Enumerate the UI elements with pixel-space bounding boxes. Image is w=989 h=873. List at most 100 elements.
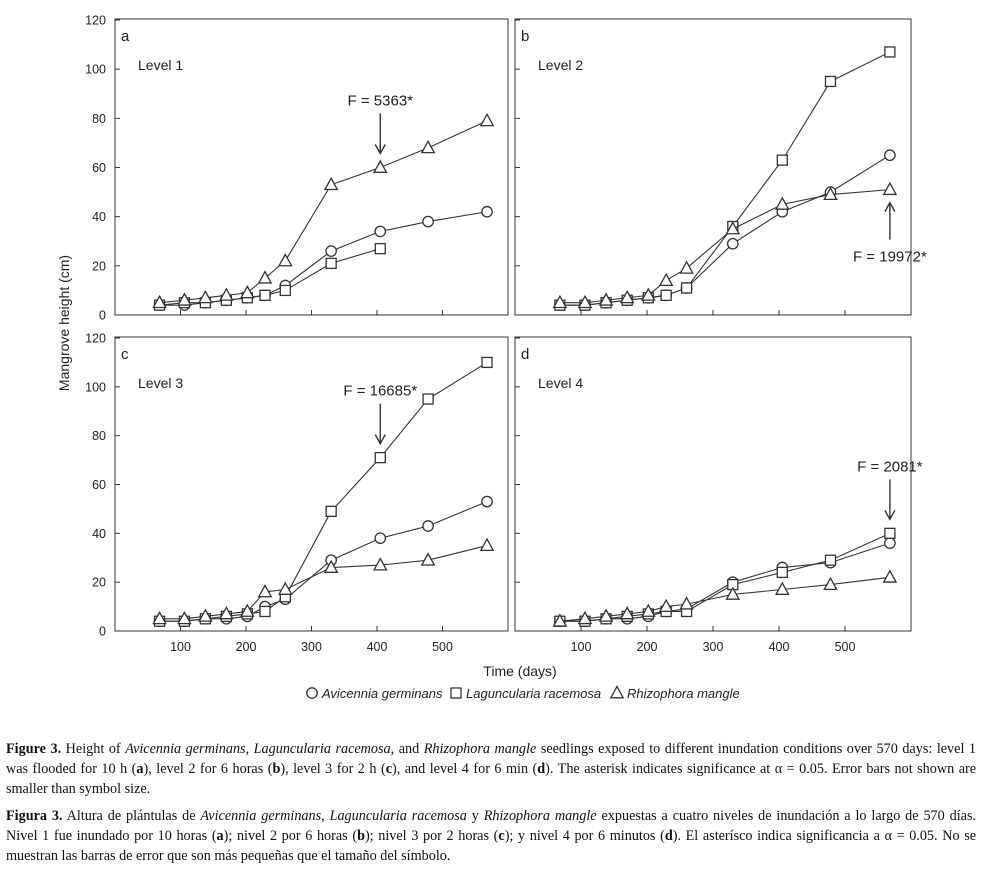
y-tick-label: 0	[99, 309, 106, 323]
y-axis-label: Mangrove height (cm)	[56, 255, 72, 391]
caption-text: seedlings exposed to different inundatio…	[6, 741, 977, 777]
panel-d: 100 200 300 400 500 d Level 4 F = 2081*	[514, 336, 923, 654]
species-name: Avicennia germinans	[125, 741, 246, 757]
data-point	[884, 46, 896, 58]
data-point	[660, 289, 672, 301]
data-point	[323, 559, 339, 573]
x-tick-label: 300	[301, 640, 322, 654]
caption-text: ), level 3 for 2 h (	[280, 761, 386, 777]
data-point	[726, 237, 739, 250]
mangrove-height-figure: Mangrove height (cm) Time (days) 0 20 40 60…	[56, 14, 927, 702]
data-point	[278, 581, 293, 595]
caption-text: ,	[245, 741, 254, 757]
y-tick-label: 100	[85, 63, 106, 77]
caption-text: ); nivel 2 por 6 horas (	[223, 828, 358, 844]
caption-text: ); y nivel 4 por 6 minutos (	[504, 828, 665, 844]
f-statistic-label: F = 2081*	[857, 458, 923, 475]
data-point	[177, 610, 192, 625]
f-statistic-label: F = 19972*	[853, 249, 927, 266]
series-line	[559, 542, 891, 622]
y-tick-label: 120	[85, 14, 106, 28]
data-point	[325, 245, 337, 257]
data-point	[884, 537, 896, 549]
level-label: Level 4	[538, 375, 583, 391]
series-rhizophora	[552, 569, 898, 627]
caption-text: ), level 2 for 6 horas (	[143, 761, 273, 777]
panel-a: 0 20 40 60 80 100 120 a Level 1 F = 5363*	[85, 14, 509, 323]
caption-spanish: Figura 3. Altura de plántulas de Avicenn…	[6, 806, 976, 866]
data-point	[374, 451, 386, 464]
y-tick-label: 20	[92, 259, 106, 273]
species-name: Avicennia germinans	[200, 808, 322, 824]
data-point	[776, 566, 788, 579]
data-point	[577, 610, 593, 625]
x-tick-label: 100	[170, 640, 191, 654]
series-line	[559, 189, 890, 304]
data-point	[481, 495, 493, 508]
data-point	[422, 215, 434, 228]
caption-text: ), and level 4 for 6 min (	[392, 761, 538, 777]
series-line	[159, 545, 488, 620]
y-tick-label: 80	[92, 429, 106, 443]
data-point	[479, 537, 495, 551]
data-point	[882, 181, 898, 196]
caption-text: ). El asterísco indica significancia a α…	[6, 828, 977, 864]
series-line	[159, 211, 488, 306]
y-tick-label: 40	[92, 210, 106, 224]
data-point	[325, 505, 337, 518]
data-point	[325, 257, 337, 270]
y-tick-label: 60	[92, 478, 106, 492]
legend-marker-circle	[306, 687, 318, 699]
data-point	[481, 205, 493, 218]
x-tick-label: 200	[637, 640, 658, 654]
x-tick-label: 400	[769, 640, 790, 654]
caption-text: y	[466, 808, 484, 824]
series-avicennia	[153, 495, 493, 628]
data-point	[884, 527, 896, 539]
data-point	[641, 603, 656, 617]
data-point	[177, 292, 192, 306]
data-point	[658, 598, 674, 613]
panel-letter: d	[521, 346, 529, 363]
x-tick-label: 200	[236, 640, 257, 654]
caption-text: , and	[390, 741, 424, 757]
data-point	[152, 610, 167, 625]
data-point	[679, 260, 694, 274]
panel-c: 0 20 40 60 80 100 120 100 200 300 400 500 c Level 3 F …	[85, 332, 509, 654]
panel-ref: d	[664, 828, 673, 844]
data-point	[422, 393, 434, 405]
caption-label: Figura 3.	[6, 808, 63, 824]
data-point	[658, 272, 674, 287]
data-point	[219, 606, 234, 620]
data-point	[775, 196, 790, 210]
data-point	[198, 608, 213, 622]
arrow-head	[374, 434, 386, 446]
arrow-head	[884, 201, 896, 212]
y-tick-label: 120	[85, 332, 106, 346]
significance-annotation: F = 16685*	[343, 383, 417, 446]
chart-panels: 0 20 40 60 80 100 120 a Level 1 F = 5363* b Level 2…	[85, 14, 927, 655]
data-point	[152, 294, 167, 309]
data-point	[257, 270, 273, 284]
data-point	[219, 287, 234, 301]
legend-item-avicennia: Avicennia germinans	[306, 686, 443, 701]
caption-text: ); nivel 3 por 2 horas (	[364, 828, 499, 844]
y-tick-label: 40	[92, 527, 106, 541]
series-line	[559, 51, 891, 306]
caption-text: ). The asterisk indicates significance a…	[6, 761, 977, 797]
data-point	[824, 554, 837, 566]
data-point	[257, 584, 273, 598]
species-name: Rhizophora mangle	[423, 741, 537, 757]
y-tick-label: 60	[92, 161, 106, 175]
caption-text: expuestas a cuatro niveles de inundación…	[6, 808, 977, 844]
legend-item-rhizophora: Rhizophora mangle	[609, 685, 740, 701]
caption-english: Figure 3. Height of Avicennia germinans,…	[6, 739, 976, 799]
y-tick-label: 80	[92, 112, 106, 126]
data-point	[775, 581, 790, 595]
legend-item-laguncularia: Laguncularia racemosa	[450, 686, 601, 701]
data-point	[619, 606, 635, 620]
data-point	[240, 603, 255, 617]
significance-annotation: F = 19972*	[853, 201, 927, 266]
data-point	[679, 596, 694, 610]
legend-marker-triangle	[609, 685, 625, 699]
